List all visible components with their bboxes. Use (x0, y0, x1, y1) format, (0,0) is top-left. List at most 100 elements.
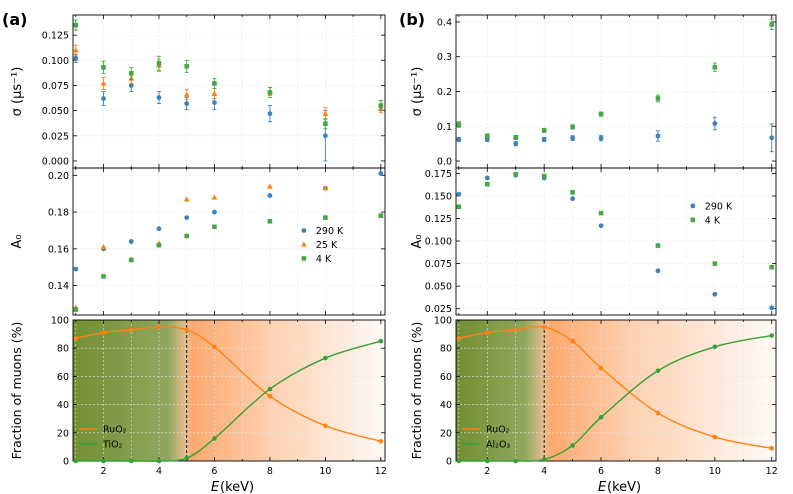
y-tick-label: 0.025 (42, 131, 69, 142)
fraction-axes: 0 20 40 60 80 100 Fraction of muons (%) RuO₂ TiO… (9, 316, 386, 468)
y-tick-label: 0.2 (437, 87, 452, 98)
data-point (456, 137, 462, 142)
data-point (484, 181, 490, 187)
y-tick-label: 0.175 (425, 169, 452, 180)
data-point (184, 233, 190, 239)
y-tick-label: 0.16 (48, 244, 69, 255)
x-tick-label: 2 (484, 466, 490, 477)
data-point (541, 137, 547, 142)
y-tick-label: 0.000 (42, 156, 69, 167)
legend-label: RuO₂ (486, 425, 510, 436)
fraction-point (184, 327, 190, 333)
data-point (541, 128, 547, 133)
data-point (73, 22, 79, 28)
y-tick-label: 0.050 (42, 106, 69, 117)
data-point (456, 191, 462, 197)
data-point (513, 172, 519, 177)
fraction-axes: 0 20 40 60 80 100 Fraction of muons (%) RuO₂ Al₂… (409, 316, 777, 468)
data-point (73, 266, 79, 272)
fraction-point (156, 458, 162, 464)
series-4k (73, 19, 384, 130)
data-point (598, 210, 604, 216)
fraction-point (513, 458, 519, 464)
axes-frame (72, 319, 386, 462)
panel-label: (a) (2, 10, 27, 29)
data-point (655, 268, 661, 274)
fraction-point (513, 327, 519, 333)
data-point (211, 90, 218, 96)
series-4k (456, 18, 775, 140)
fraction-legend: RuO₂ Al₂O₃ (462, 425, 510, 451)
data-point (598, 223, 604, 229)
fraction-point (267, 393, 273, 399)
data-point (73, 307, 79, 312)
data-point (267, 111, 273, 117)
fraction-point (598, 414, 604, 420)
data-point (570, 124, 575, 130)
y-tick-label: 0.3 (437, 52, 452, 63)
depth-shading (73, 320, 385, 461)
fraction-point (128, 458, 134, 464)
y-axis-label: A₀ (10, 234, 25, 248)
data-point (128, 83, 134, 88)
fraction-point (378, 338, 384, 344)
axes-frame (455, 319, 777, 462)
axes-frame (455, 167, 777, 316)
x-tick-label: 10 (709, 466, 721, 477)
data-point (128, 239, 134, 244)
fraction-point (323, 423, 328, 429)
data-point (541, 173, 547, 179)
data-point (73, 55, 79, 61)
grid (456, 168, 776, 315)
x-axis-label-unit: (keV) (220, 480, 254, 494)
fraction-point (378, 438, 384, 444)
data-point (156, 95, 162, 100)
y-tick-label: 0.4 (437, 17, 452, 28)
axes-frame (72, 167, 386, 316)
fraction-point (212, 344, 217, 350)
data-point (156, 226, 162, 232)
data-point (769, 264, 775, 270)
x-tick-label: 4 (156, 466, 162, 477)
x-axis-label-unit: (keV) (607, 480, 641, 494)
series-25k (72, 44, 384, 121)
y-tick-label: 60 (57, 372, 69, 383)
a0-axes: 0.025 0.050 0.075 0.100 0.125 0.150 0.175 A₀ 290… (410, 167, 777, 316)
fraction-point (484, 330, 490, 335)
fraction-point (128, 327, 134, 333)
temperature-legend: 290 K 4 K (690, 201, 733, 226)
legend-marker (690, 203, 696, 209)
data-point (322, 110, 329, 116)
data-point (570, 190, 575, 195)
legend-marker (690, 217, 696, 223)
x-tick-label: 12 (766, 466, 778, 477)
grid (73, 15, 385, 168)
fraction-point (570, 338, 575, 344)
fraction-point (484, 458, 490, 464)
data-point (267, 218, 273, 224)
data-point (598, 135, 604, 141)
y-tick-label: 20 (440, 428, 452, 439)
fraction-point (655, 410, 661, 416)
data-point (184, 64, 190, 69)
fraction-point (712, 344, 718, 350)
data-point (101, 274, 106, 279)
series-290k (456, 116, 775, 153)
data-point (156, 242, 162, 248)
x-axis-label-symbol: E (211, 480, 220, 494)
legend-label: TiO₂ (102, 440, 123, 451)
y-tick-label: 0 (446, 457, 452, 468)
x-tick-label: 8 (267, 466, 273, 477)
y-axis-label: σ (μs⁻¹) (410, 67, 425, 117)
y-tick-label: 100 (51, 316, 69, 327)
data-point (769, 135, 775, 141)
data-point (267, 193, 273, 198)
fraction-point (101, 330, 106, 335)
y-tick-label: 0.20 (48, 171, 69, 182)
sigma-axes: 0.0 0.1 0.2 0.3 0.4 σ (μs⁻¹) (410, 14, 777, 169)
data-point (267, 183, 273, 189)
x-tick-label: 8 (655, 466, 661, 477)
data-point (100, 80, 107, 86)
series-290k (73, 53, 384, 162)
